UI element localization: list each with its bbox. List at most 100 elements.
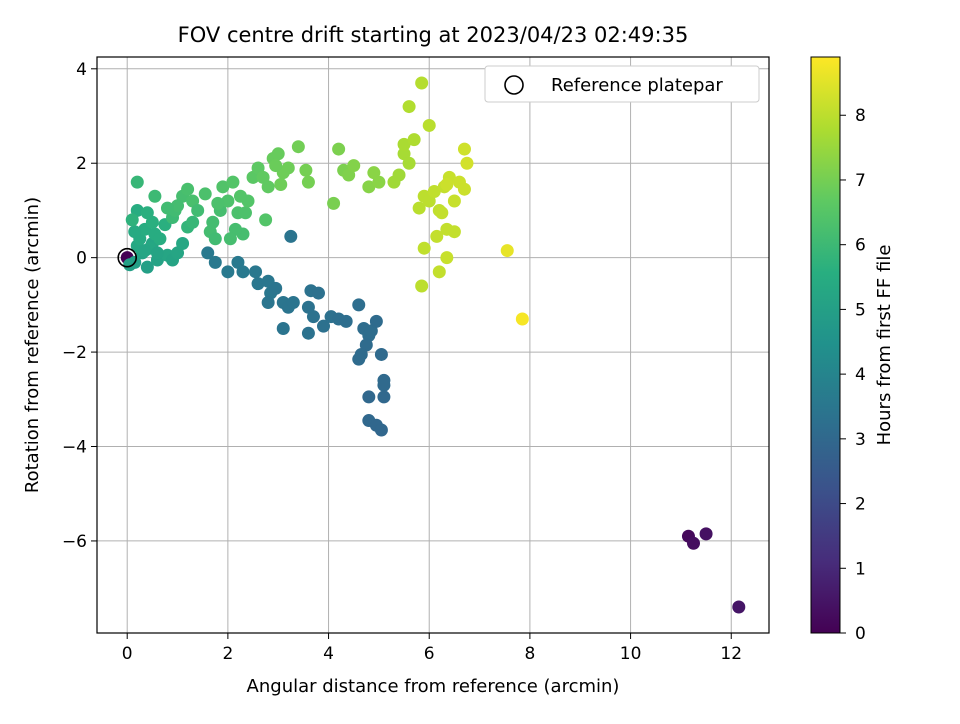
x-tick-label: 8 [524,644,535,664]
data-point [138,244,152,258]
y-axis-label: Rotation from reference (arcmin) [22,197,43,493]
legend-label: Reference platepar [551,75,723,96]
x-tick-label: 6 [424,644,435,664]
data-point [191,203,205,217]
data-point [327,196,341,210]
data-point [317,319,331,333]
data-point [208,232,222,246]
data-point [238,206,252,220]
y-tick-label: −4 [62,438,87,458]
data-point [269,281,283,295]
data-point [447,194,461,208]
colorbar-tick-label: 3 [855,430,866,450]
colorbar-tick-label: 2 [855,495,866,515]
data-point [369,314,383,328]
data-point [699,527,713,541]
colorbar-tick-label: 4 [855,365,866,385]
x-tick-label: 10 [620,644,642,664]
data-point [515,312,529,326]
data-point [160,201,174,215]
legend-reference-icon [504,75,524,95]
data-point [286,296,300,310]
data-point [291,140,305,154]
data-point [186,215,200,229]
data-point [732,600,746,614]
data-point [236,265,250,279]
data-point [415,76,429,90]
data-point [407,133,421,147]
data-point [377,378,391,392]
data-point [362,390,376,404]
data-point [221,194,235,208]
data-point [500,244,514,258]
data-point [233,189,247,203]
data-point [140,260,154,274]
colorbar-tick-label: 8 [855,106,866,126]
data-point [402,100,416,114]
data-point [281,161,295,175]
data-point [130,175,144,189]
data-point [284,229,298,243]
legend: Reference platepar [484,65,760,103]
data-point [259,213,273,227]
data-point [372,175,386,189]
data-point [447,225,461,239]
plot-frame [96,56,770,634]
y-tick-label: −6 [62,532,87,552]
data-point [347,159,361,173]
data-point [128,225,142,239]
data-point [299,163,313,177]
colorbar [810,56,841,634]
data-point [311,286,325,300]
x-tick-label: 2 [222,644,233,664]
data-point [171,199,185,213]
data-point [271,147,285,161]
data-point [339,314,353,328]
data-point [153,232,167,246]
x-axis-label: Angular distance from reference (arcmin) [247,676,620,697]
data-point [208,255,222,269]
colorbar-tick-label: 6 [855,236,866,256]
data-point [412,201,426,215]
data-point [198,187,212,201]
grid-lines [97,57,769,633]
colorbar-tick-label: 0 [855,624,866,644]
reference-marker [117,247,138,268]
data-point [435,206,449,220]
data-point [457,182,471,196]
data-point [301,326,315,340]
colorbar-tick-label: 7 [855,171,866,191]
data-point [374,423,388,437]
data-point [274,177,288,191]
colorbar-tick-label: 5 [855,300,866,320]
data-point [374,347,388,361]
data-point [415,279,429,293]
data-point [362,180,376,194]
data-point [301,175,315,189]
data-point [306,310,320,324]
data-point [352,298,366,312]
data-point [221,265,235,279]
data-point [148,189,162,203]
data-point [216,180,230,194]
data-point [422,118,436,132]
data-point [223,232,237,246]
data-point [377,390,391,404]
data-point [150,246,164,260]
data-point [440,251,454,265]
x-tick-label: 0 [122,644,133,664]
data-point [440,177,454,191]
data-point [145,215,159,229]
data-point [427,185,441,199]
data-point [251,277,265,291]
data-point [460,156,474,170]
data-point [686,536,700,550]
colorbar-tick-label: 1 [855,559,866,579]
x-tick-label: 4 [323,644,334,664]
data-point [176,236,190,250]
data-point [249,265,263,279]
y-tick-label: 2 [76,154,87,174]
data-point [269,159,283,173]
colorbar-label: Hours from first FF file [874,245,895,446]
